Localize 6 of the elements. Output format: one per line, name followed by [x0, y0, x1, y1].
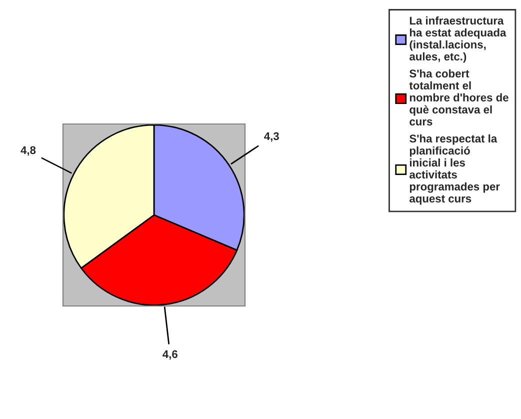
- legend-label: La infraestructura ha estat adequada (instal.lacions, aules, etc.): [410, 16, 506, 63]
- legend-label: S'ha cobert totalment el nombre d'hores de què constava el curs: [409, 69, 508, 126]
- data-label: 4,8: [20, 146, 36, 156]
- legend-label: S'ha respectat la planificació inicial i les activitats programades per aquest curs: [410, 134, 500, 205]
- data-label: 4,6: [162, 350, 178, 360]
- data-label: 4,3: [264, 132, 279, 142]
